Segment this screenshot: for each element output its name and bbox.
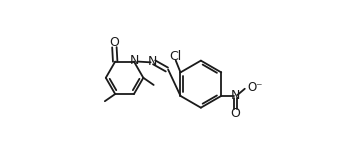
Text: Cl: Cl [170, 50, 182, 63]
Text: N: N [130, 54, 139, 67]
Text: O: O [109, 36, 119, 49]
Text: O⁻: O⁻ [247, 81, 263, 94]
Text: N: N [231, 89, 240, 102]
Text: O: O [231, 107, 240, 120]
Text: N: N [148, 55, 157, 68]
